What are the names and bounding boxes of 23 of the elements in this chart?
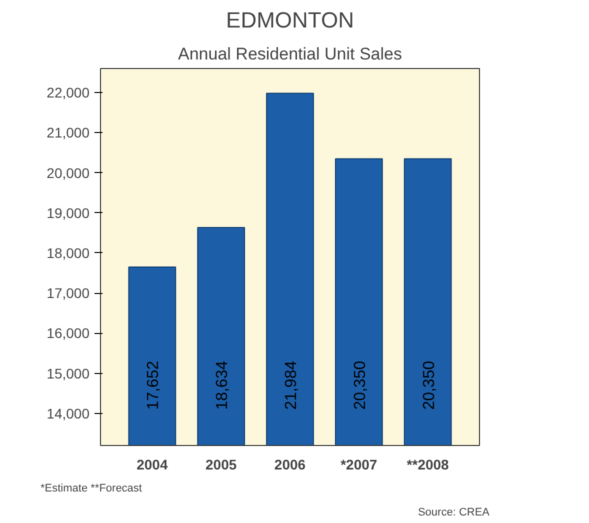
y-tick-label: 16,000 xyxy=(46,325,90,342)
y-tick-label: 18,000 xyxy=(46,244,90,261)
data-label: 20,350 xyxy=(352,360,369,410)
y-tick-label: 19,000 xyxy=(46,204,90,221)
y-tick-label: 21,000 xyxy=(46,124,90,141)
source-note: Source: CREA xyxy=(418,506,490,518)
x-tick-label: 2005 xyxy=(206,456,237,472)
y-tick-label: 17,000 xyxy=(46,285,90,302)
x-tick-label: *2007 xyxy=(340,456,378,472)
x-tick-label: 2006 xyxy=(274,456,306,472)
x-tick-label: 2004 xyxy=(136,456,168,472)
text: *Estimate **Forecast xyxy=(40,482,142,494)
data-label: 18,634 xyxy=(214,360,232,410)
y-tick-label: 20,000 xyxy=(46,164,90,181)
chart-title: EDMONTON xyxy=(226,8,354,32)
data-label: 21,984 xyxy=(283,360,300,410)
chart-subtitle: Annual Residential Unit Sales xyxy=(178,44,402,64)
y-tick-label: 22,000 xyxy=(46,84,90,101)
x-tick-label: **2008 xyxy=(406,456,450,472)
y-tick-label: 15,000 xyxy=(46,365,90,382)
data-label: 17,652 xyxy=(145,360,162,410)
data-label: 20,350 xyxy=(420,360,438,410)
y-tick-label: 14,000 xyxy=(46,405,90,422)
